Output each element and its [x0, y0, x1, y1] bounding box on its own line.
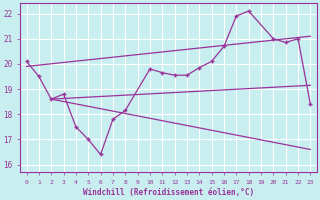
X-axis label: Windchill (Refroidissement éolien,°C): Windchill (Refroidissement éolien,°C) — [83, 188, 254, 197]
